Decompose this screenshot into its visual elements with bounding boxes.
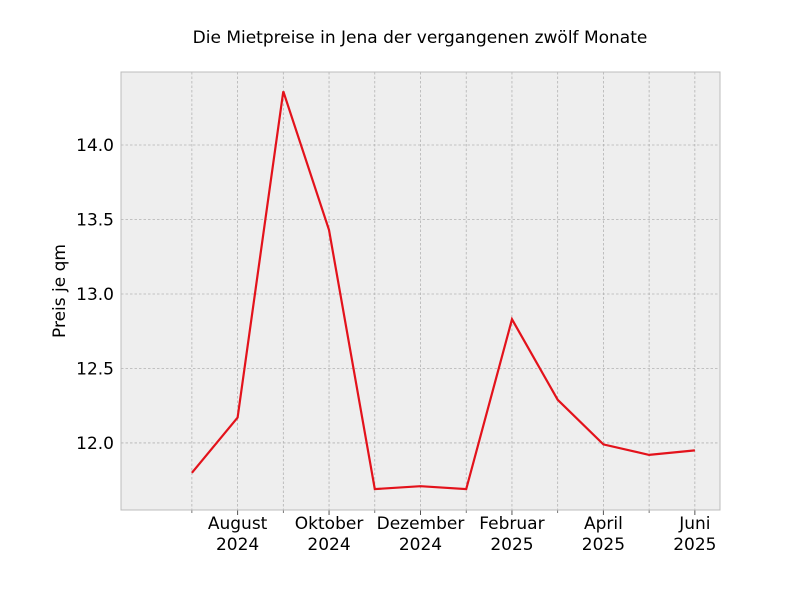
data-series — [191, 91, 696, 491]
y-tick-label: 13.5 — [76, 210, 114, 230]
y-tick-label: 12.0 — [76, 434, 114, 454]
x-tick-label: Oktober 2024 — [295, 514, 364, 555]
axis-ticks: 12.0 12.5 13.0 13.5 14.0 August 2024 Oktober 202… — [76, 136, 716, 555]
chart-title: Die Mietpreise in Jena der vergangenen z… — [193, 28, 648, 48]
grid-lines — [121, 72, 720, 510]
x-tick-label: April 2025 — [582, 514, 625, 555]
y-tick-label: 14.0 — [76, 136, 114, 156]
y-tick-label: 13.0 — [76, 285, 114, 305]
y-axis-label: Preis je qm — [50, 244, 70, 338]
x-tick-label: Dezember 2024 — [377, 514, 465, 555]
x-tick-label: August 2024 — [208, 514, 268, 555]
x-tick-label: Juni 2025 — [673, 514, 716, 555]
y-tick-label: 12.5 — [76, 359, 114, 379]
plot-frame — [120, 71, 721, 511]
series-line — [191, 91, 696, 491]
plot-area — [121, 72, 720, 510]
x-tick-label: Februar 2025 — [479, 514, 544, 555]
